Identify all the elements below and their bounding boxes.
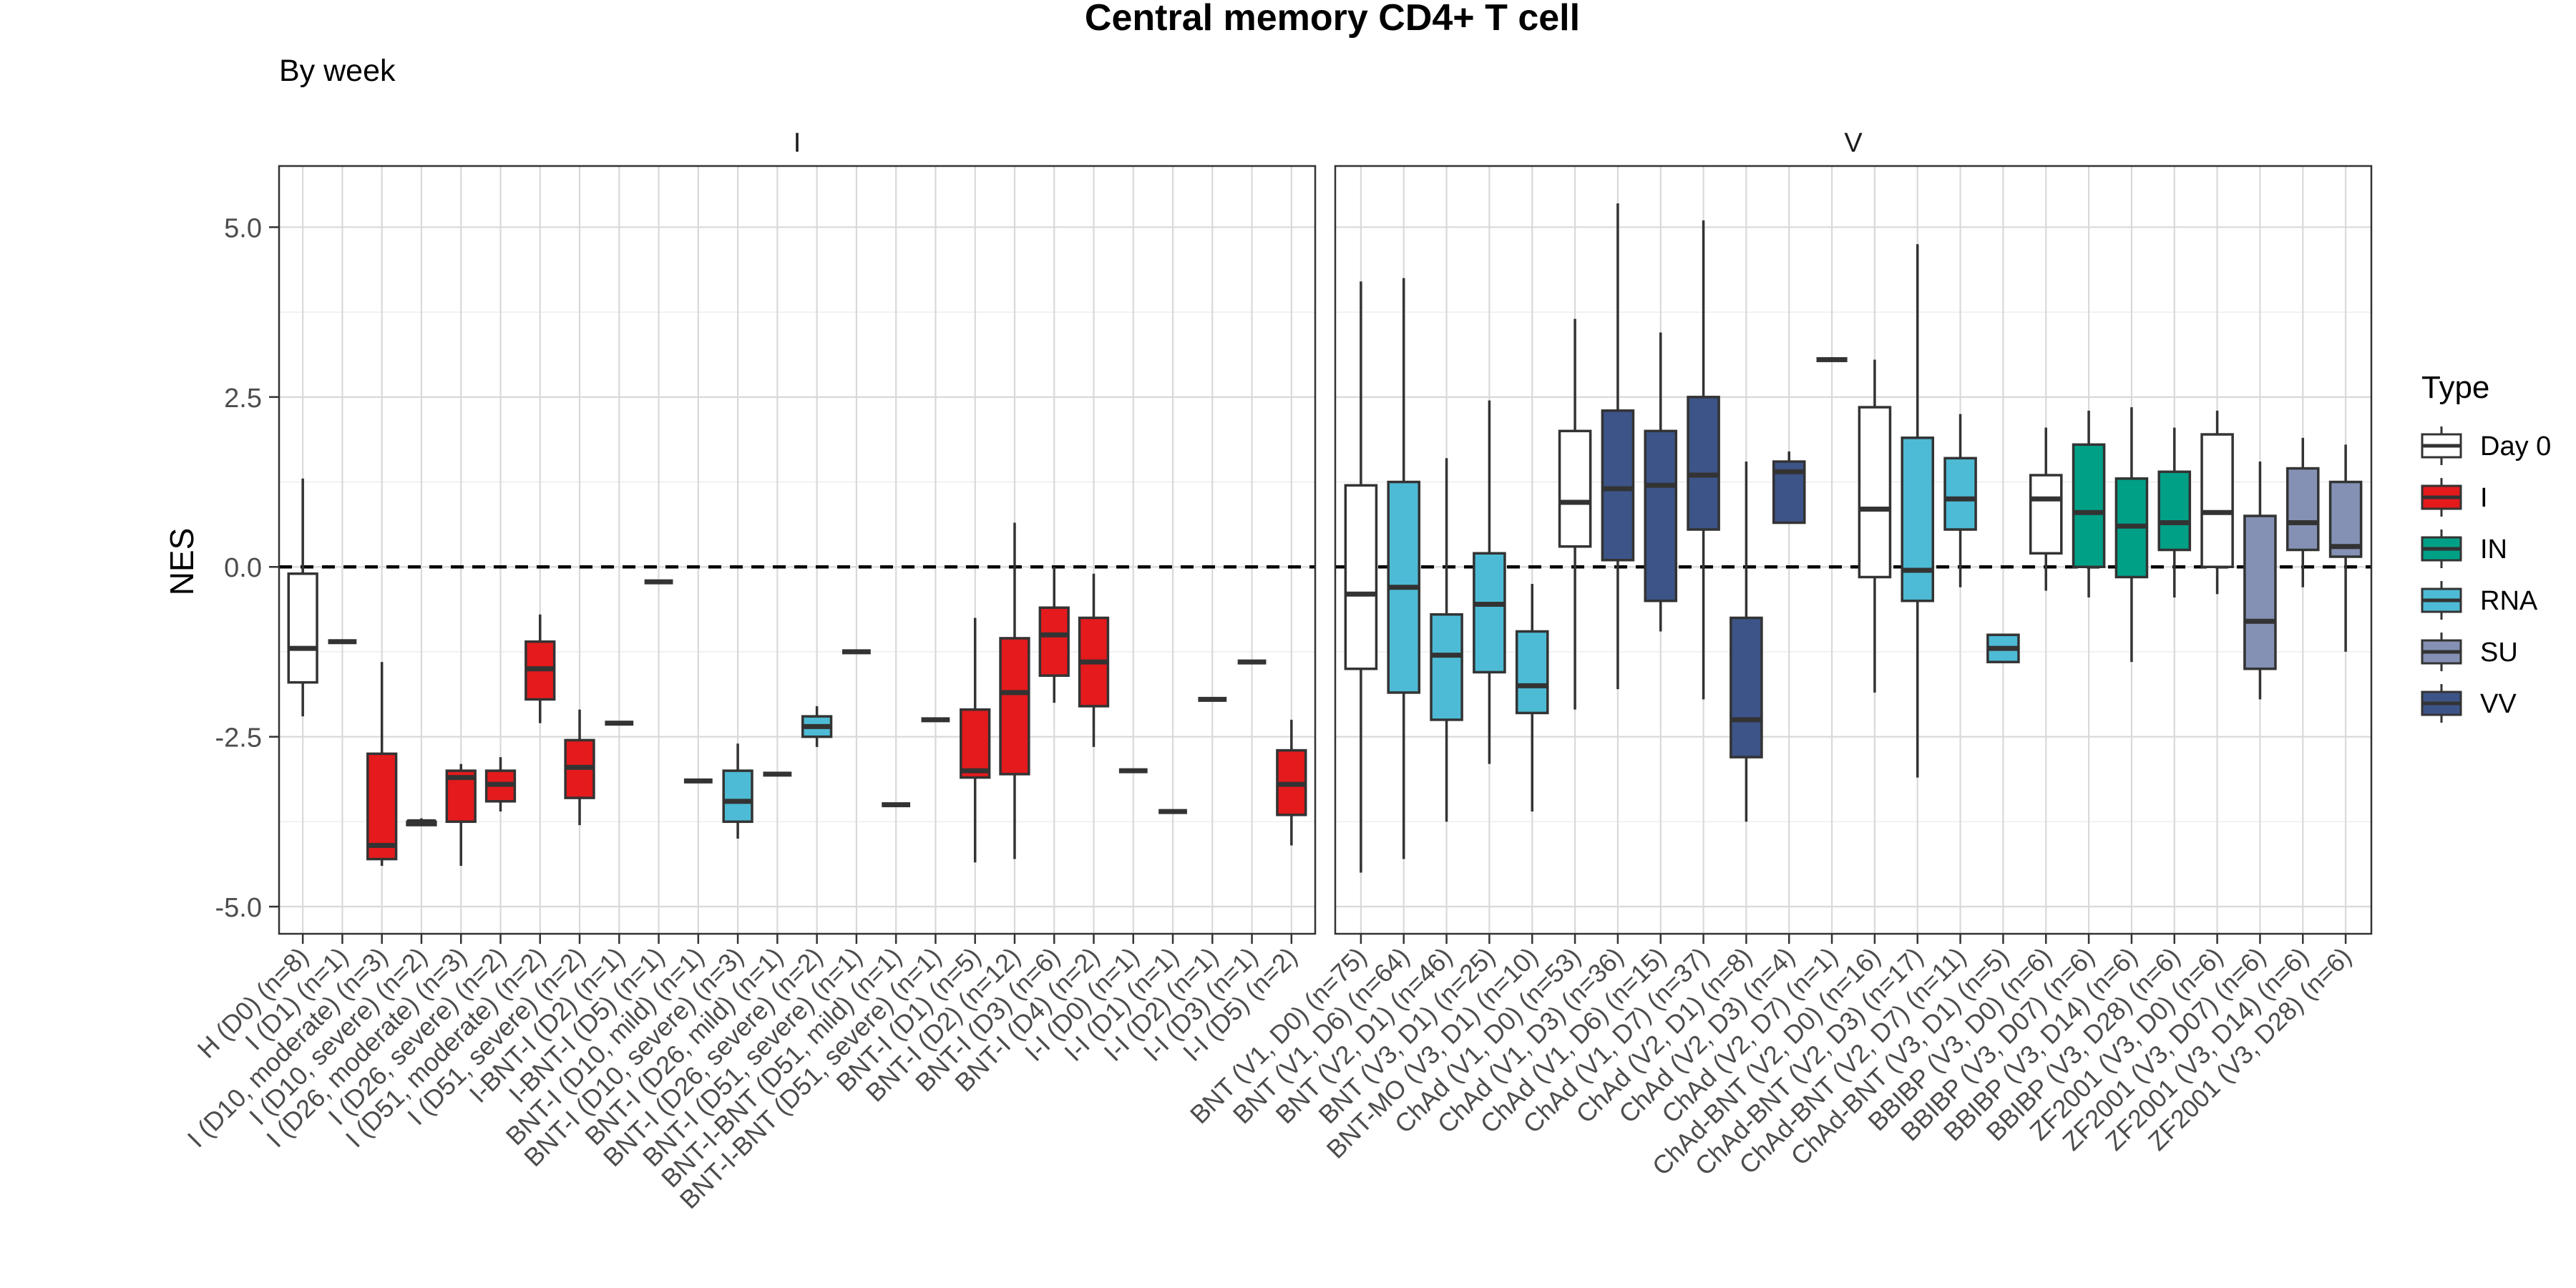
legend-title: Type <box>2421 370 2489 405</box>
box-1 <box>1344 281 1378 873</box>
box <box>1858 406 1892 579</box>
box-8 <box>564 709 595 826</box>
y-tick-label: 0.0 <box>224 553 262 583</box>
legend-label: Day 0 <box>2480 431 2551 462</box>
box-21 <box>2200 410 2234 595</box>
box-5 <box>445 763 477 867</box>
box <box>999 637 1030 776</box>
legend-item-i: I <box>2421 478 2488 517</box>
box-20 <box>1038 567 1070 703</box>
box-23 <box>2285 437 2320 587</box>
panel-strip <box>1335 120 2371 166</box>
legend-item-in: IN <box>2421 530 2507 568</box>
y-tick-label: 5.0 <box>224 213 262 243</box>
box-10 <box>1729 462 1763 822</box>
panel-strip-label: I <box>794 128 801 158</box>
box <box>1729 616 1763 758</box>
chart-subtitle: By week <box>279 54 396 88</box>
box-2 <box>1387 278 1421 859</box>
legend-item-day-0: Day 0 <box>2421 426 2551 465</box>
legend: Type Day 0 I IN RNA SU VV <box>2421 370 2551 723</box>
legend-label: SU <box>2480 638 2518 668</box>
box-26 <box>1276 719 1307 846</box>
box <box>2072 443 2106 568</box>
box-1 <box>287 478 318 717</box>
box-19 <box>2114 407 2149 663</box>
box-21 <box>1078 573 1110 747</box>
legend-label: I <box>2480 483 2488 513</box>
box <box>1943 457 1977 531</box>
box <box>2243 514 2277 670</box>
box-4 <box>1473 400 1506 764</box>
box <box>1558 429 1592 548</box>
legend-label: VV <box>2480 689 2517 719</box>
box <box>1644 429 1678 602</box>
panel-strip <box>279 120 1315 166</box>
box <box>1344 484 1378 670</box>
box-14 <box>801 706 833 747</box>
box-7 <box>1601 203 1635 690</box>
box <box>1515 630 1549 715</box>
box <box>1687 396 1720 531</box>
y-tick-label: 2.5 <box>224 384 262 414</box>
legend-item-su: SU <box>2421 633 2518 671</box>
box <box>1473 552 1506 674</box>
box-18 <box>2072 410 2106 597</box>
box-17 <box>2029 427 2063 591</box>
box-9 <box>1687 220 1720 700</box>
legend-label: RNA <box>2480 586 2538 616</box>
box-5 <box>1515 583 1549 812</box>
panel-border <box>1334 165 2373 935</box>
box <box>366 752 398 861</box>
box-3 <box>366 662 398 867</box>
box <box>2285 467 2320 552</box>
box-19 <box>999 522 1030 859</box>
plot-panels: IH (D0) (n=8)I (D1) (n=1)I (D10, moderat… <box>182 120 2373 1214</box>
box-6 <box>484 757 517 812</box>
panel-i: IH (D0) (n=8)I (D1) (n=1)I (D10, moderat… <box>182 120 1317 1214</box>
legend-item-rna: RNA <box>2421 581 2538 620</box>
panel-background <box>279 166 1315 934</box>
box-15 <box>1943 414 1977 587</box>
box-8 <box>1644 332 1678 632</box>
box <box>1901 436 1935 602</box>
y-axis-label: NES <box>163 528 200 596</box>
box <box>960 708 991 779</box>
box-18 <box>960 618 991 863</box>
box <box>1601 409 1635 562</box>
box <box>722 769 753 824</box>
y-tick-label: -2.5 <box>215 723 262 753</box>
legend-label: IN <box>2480 535 2507 565</box>
legend-item-vv: VV <box>2421 684 2517 723</box>
panel-background <box>1335 166 2371 934</box>
box-12 <box>722 743 753 839</box>
box-4 <box>406 818 437 826</box>
box-22 <box>2243 462 2277 700</box>
box <box>2157 470 2192 552</box>
box-13 <box>1858 359 1892 693</box>
box-11 <box>1772 451 1806 525</box>
y-axis: 5.0 2.5 0.0 -2.5 -5.0 <box>215 213 279 923</box>
box-20 <box>2157 427 2192 597</box>
box-24 <box>2328 444 2363 652</box>
panel-border <box>278 165 1317 935</box>
box-14 <box>1901 244 1935 778</box>
box <box>1038 606 1070 677</box>
box <box>287 572 318 684</box>
box <box>2029 474 2063 555</box>
box <box>1430 613 1463 721</box>
y-tick-label: -5.0 <box>215 893 262 923</box>
box-6 <box>1558 318 1592 710</box>
box-3 <box>1430 458 1463 822</box>
box-7 <box>525 614 556 723</box>
chart-title: Central memory CD4+ T cell <box>1085 0 1580 39</box>
box-16 <box>1986 633 2020 663</box>
box <box>2200 433 2234 568</box>
panel-strip-label: V <box>1844 128 1863 158</box>
